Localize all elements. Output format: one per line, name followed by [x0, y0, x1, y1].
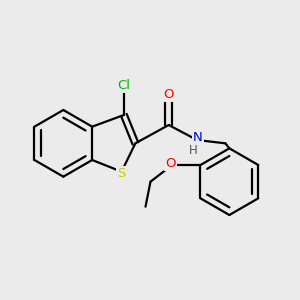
Text: O: O [165, 157, 176, 170]
Text: N: N [193, 131, 202, 144]
Text: H: H [189, 144, 197, 157]
Text: Cl: Cl [117, 79, 130, 92]
Text: O: O [164, 88, 174, 100]
Text: S: S [117, 167, 126, 180]
